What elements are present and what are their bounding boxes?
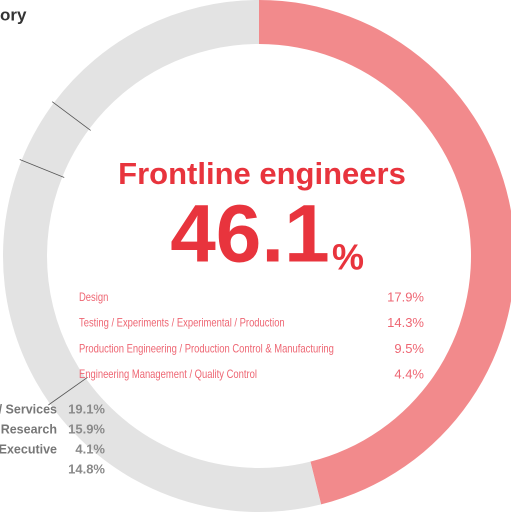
segment-value: 15.9%	[68, 421, 105, 436]
breakdown-label: Testing / Experiments / Experimental / P…	[79, 317, 285, 330]
donut-segment	[53, 0, 259, 130]
center-unit: %	[332, 237, 364, 278]
donut-segment	[21, 102, 90, 177]
segment-divider	[19, 159, 65, 178]
chart-title: ory	[0, 5, 27, 24]
breakdown-label: Production Engineering / Production Cont…	[79, 343, 334, 356]
segment-divider	[51, 101, 91, 131]
breakdown-value: 17.9%	[387, 289, 424, 304]
donut-segment	[2, 160, 86, 404]
segment-label: / Services	[0, 402, 57, 416]
segment-label: Executive	[0, 442, 57, 456]
breakdown-label: Engineering Management / Quality Control	[79, 368, 257, 381]
donut-segment	[259, 0, 511, 505]
segment-label: Research	[1, 422, 57, 436]
segment-value: 4.1%	[75, 441, 105, 456]
donut-segment	[50, 378, 322, 513]
segment-value: 19.1%	[68, 401, 105, 416]
breakdown-value: 14.3%	[387, 315, 424, 330]
breakdown-value: 4.4%	[394, 367, 424, 382]
segment-value: 14.8%	[68, 461, 105, 476]
center-label: Frontline engineers	[118, 156, 406, 191]
breakdown-value: 9.5%	[394, 341, 424, 356]
segment-divider	[48, 376, 88, 406]
center-value: 46.1	[170, 189, 330, 280]
breakdown-label: Design	[79, 291, 108, 304]
